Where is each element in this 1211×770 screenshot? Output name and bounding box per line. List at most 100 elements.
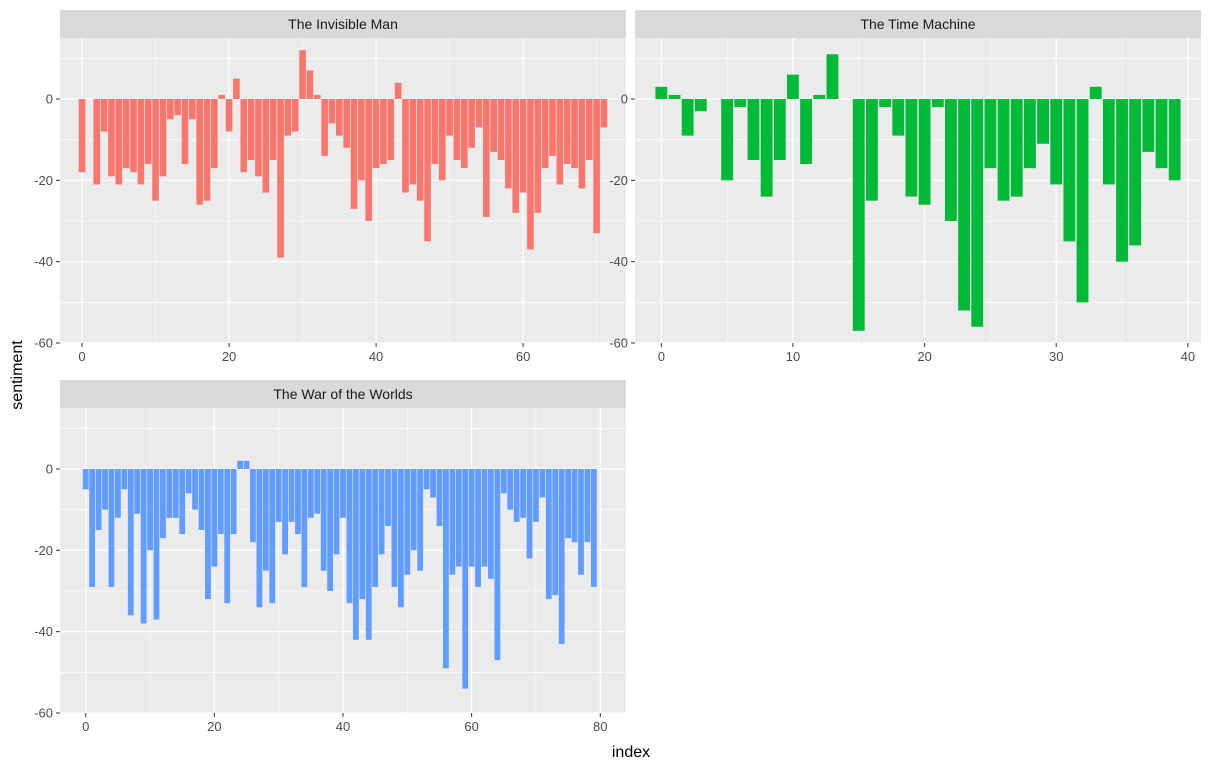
bar [166, 469, 173, 518]
bar [327, 469, 334, 591]
bar [500, 469, 507, 494]
bar [571, 469, 578, 543]
bar [409, 99, 417, 185]
bar [256, 469, 263, 608]
bar [262, 469, 269, 571]
bar [185, 469, 192, 494]
bar [1076, 99, 1089, 303]
bar [346, 469, 353, 604]
x-tick-label: 60 [516, 349, 530, 364]
bar [1142, 99, 1155, 152]
bar [558, 469, 565, 644]
bar [571, 99, 578, 169]
bar [288, 469, 295, 522]
bar [95, 469, 102, 530]
bar [519, 99, 527, 193]
x-tick-label: 0 [82, 719, 89, 734]
bar [760, 99, 773, 197]
bar [255, 99, 262, 177]
bar [505, 99, 512, 189]
bar [196, 99, 203, 205]
bar [82, 469, 89, 490]
bar [275, 469, 282, 522]
bar [299, 50, 306, 99]
bar [507, 469, 514, 510]
bar [866, 99, 878, 201]
bar [1102, 99, 1115, 185]
bar [277, 99, 284, 258]
strip-background [635, 10, 1201, 38]
bar [160, 469, 166, 539]
bar [584, 469, 591, 543]
x-tick-label: 20 [207, 719, 221, 734]
bar [402, 99, 409, 193]
bar [230, 469, 237, 535]
bar [380, 99, 387, 165]
bar [321, 99, 328, 156]
bar [436, 469, 443, 526]
bar [1037, 99, 1049, 144]
bar [153, 469, 160, 620]
bar [387, 99, 395, 160]
bar [343, 99, 350, 148]
bar [1063, 99, 1076, 242]
x-tick-label: 0 [658, 349, 665, 364]
bar [800, 99, 813, 165]
bar [417, 469, 424, 571]
bar [997, 99, 1010, 201]
bar [284, 99, 292, 136]
bar [541, 99, 549, 169]
bars [655, 54, 1181, 331]
bar [394, 82, 402, 99]
bar [430, 469, 436, 498]
x-tick-label: 10 [786, 349, 800, 364]
bar [549, 99, 556, 156]
bar [269, 99, 277, 160]
panel-time-machine: The Time Machine -60 -40 -20 0 0 10 20 30 40 [609, 10, 1201, 364]
y-tick-label: -40 [34, 624, 53, 639]
bar [681, 99, 694, 136]
bar [984, 99, 997, 169]
y-tick-label: -20 [609, 173, 628, 188]
bar [1168, 99, 1181, 181]
bar [905, 99, 918, 197]
bar [174, 99, 181, 116]
bar [931, 99, 944, 108]
bar [494, 469, 501, 661]
bar [144, 99, 152, 165]
bar [189, 99, 196, 120]
bar [1155, 99, 1168, 169]
bar [453, 99, 461, 160]
bar [127, 469, 134, 616]
bar [102, 469, 108, 510]
bar [365, 469, 372, 640]
bars [82, 460, 597, 689]
bar [198, 469, 205, 530]
bar [247, 99, 255, 160]
x-tick-label: 80 [593, 719, 607, 734]
bar [291, 99, 299, 132]
panel-title: The Invisible Man [288, 16, 398, 32]
x-tick-label: 40 [336, 719, 350, 734]
bar [269, 469, 276, 604]
y-tick-label: -60 [34, 706, 53, 721]
bar [431, 99, 439, 165]
y-tick-label: -60 [609, 336, 628, 351]
bar [563, 99, 571, 165]
bar [404, 469, 411, 575]
bar [694, 99, 707, 112]
panel-title: The Time Machine [860, 16, 975, 32]
bar [747, 99, 760, 160]
y-tick-label: 0 [46, 92, 53, 107]
bar [565, 469, 572, 539]
x-tick-label: 40 [1181, 349, 1195, 364]
bar [773, 99, 786, 160]
bar [512, 99, 520, 213]
bar [243, 460, 250, 469]
y-tick-label: 0 [46, 462, 53, 477]
x-tick-label: 30 [1049, 349, 1063, 364]
bar [826, 54, 839, 99]
bar [585, 99, 593, 160]
bar [306, 70, 314, 99]
